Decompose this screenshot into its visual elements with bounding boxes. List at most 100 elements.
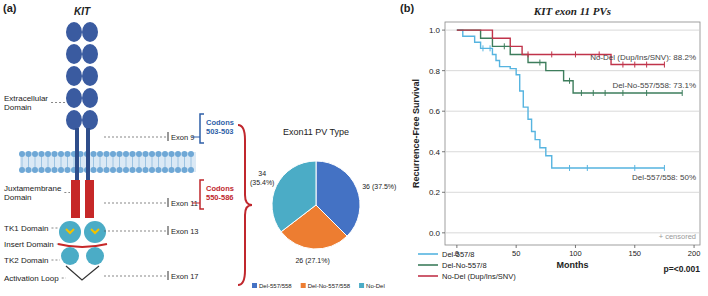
survival-curve — [457, 30, 665, 168]
tick-label: 0.4 — [429, 148, 441, 157]
curves — [457, 30, 682, 171]
lipid-head — [143, 151, 149, 157]
tick-mark — [456, 245, 457, 248]
data-label: 26 (27.1%) — [295, 257, 329, 265]
lipid-tail — [158, 156, 159, 168]
lipid-tail — [41, 156, 42, 168]
lipid-tail — [132, 156, 133, 168]
tk2 — [86, 247, 104, 265]
domain-label: Activation Loop — [4, 274, 59, 283]
exon-tick — [168, 226, 169, 235]
censor-mark — [634, 165, 635, 171]
censor-mark — [490, 45, 491, 51]
lipid-tail — [165, 156, 166, 168]
ig-domain — [82, 66, 98, 86]
exon-label: Exon 13 — [171, 227, 199, 236]
lipid-head — [26, 167, 32, 173]
tick-mark — [442, 232, 445, 233]
data-label: 36 (37.5%) — [362, 183, 396, 191]
lipid-head — [182, 151, 188, 157]
exon-tick — [168, 132, 169, 141]
lipid-tail — [61, 156, 62, 168]
censor-mark — [575, 51, 576, 57]
codon-link — [192, 137, 200, 138]
panel-label: (a) — [3, 2, 17, 14]
legend-label: Del-557/558 — [259, 283, 292, 289]
legend-label: No-Del (Dup/Ins/SNV) — [442, 272, 516, 281]
axis-label: Months — [557, 260, 589, 270]
atp-site — [66, 229, 99, 233]
lipid-head — [188, 167, 194, 173]
leader-line — [104, 137, 166, 138]
lipid-tail — [106, 156, 107, 168]
tick-mark — [442, 30, 445, 31]
tick-label: 0.8 — [429, 67, 441, 76]
censor-mark — [646, 90, 647, 96]
legend-label: Del-No-557/8 — [442, 261, 487, 270]
censor-mark — [569, 78, 570, 84]
grid-line — [445, 70, 700, 71]
censor-mark — [622, 62, 623, 68]
lipid-tail — [54, 156, 55, 168]
lipid-head — [32, 151, 38, 157]
censor-mark — [664, 165, 665, 171]
censor-mark — [551, 51, 552, 57]
tick-mark — [442, 111, 445, 112]
annotation: Del-No-557/558: 73.1% — [612, 81, 696, 90]
exon-tick — [168, 198, 169, 207]
chart-title: Exon11 PV Type — [283, 127, 349, 137]
leader-line — [104, 231, 166, 232]
lipid-head — [65, 167, 71, 173]
lipid-head — [91, 151, 97, 157]
tick-mark — [442, 151, 445, 152]
lipid-head — [136, 167, 142, 173]
lipid-head — [188, 151, 194, 157]
tick-label: 100 — [569, 249, 582, 258]
lipid-head — [19, 151, 25, 157]
ig-domain — [66, 22, 82, 42]
lipid-tail — [28, 156, 29, 168]
membrane — [20, 152, 196, 172]
codon-bracket — [200, 114, 204, 143]
lipid-tail — [126, 156, 127, 168]
lipid-head — [149, 151, 155, 157]
codon-bracket — [200, 180, 204, 209]
ig-domain — [66, 44, 82, 64]
leader-line — [51, 260, 60, 261]
tick-label: 0.2 — [429, 188, 441, 197]
lipid-tail — [35, 156, 36, 168]
ig-domain — [66, 66, 82, 86]
tick-mark — [575, 245, 576, 248]
legend-line — [418, 275, 438, 277]
codon-label: 550-586 — [206, 193, 234, 202]
protein-name: KIT — [74, 6, 91, 17]
exon-label: Exon 9 — [171, 133, 194, 142]
lipid-tail — [191, 156, 192, 168]
ig-domain — [66, 110, 82, 130]
annotation: Del-557/558: 50% — [632, 173, 696, 182]
lipid-head — [175, 167, 181, 173]
lipid-tail — [48, 156, 49, 168]
lipid-head — [156, 151, 162, 157]
tick-mark — [634, 245, 635, 248]
lipid-head — [156, 167, 162, 173]
lipid-head — [149, 167, 155, 173]
lipid-head — [162, 167, 168, 173]
lipid-tail — [100, 156, 101, 168]
lipid-head — [143, 167, 149, 173]
grid-line — [445, 151, 700, 152]
censor-mark — [664, 62, 665, 68]
ig-domain — [82, 88, 98, 108]
tick-mark — [694, 245, 695, 248]
lipid-tail — [152, 156, 153, 168]
ig-domain — [82, 110, 98, 130]
censor-mark — [634, 62, 635, 68]
legend-swatch — [252, 283, 257, 288]
domain-label: TK2 Domain — [4, 256, 48, 265]
lipid-head — [26, 151, 32, 157]
lipid-head — [97, 151, 103, 157]
tick-mark — [442, 192, 445, 193]
censor-mark — [539, 60, 540, 66]
lipid-head — [52, 167, 58, 173]
lipid-head — [104, 167, 110, 173]
